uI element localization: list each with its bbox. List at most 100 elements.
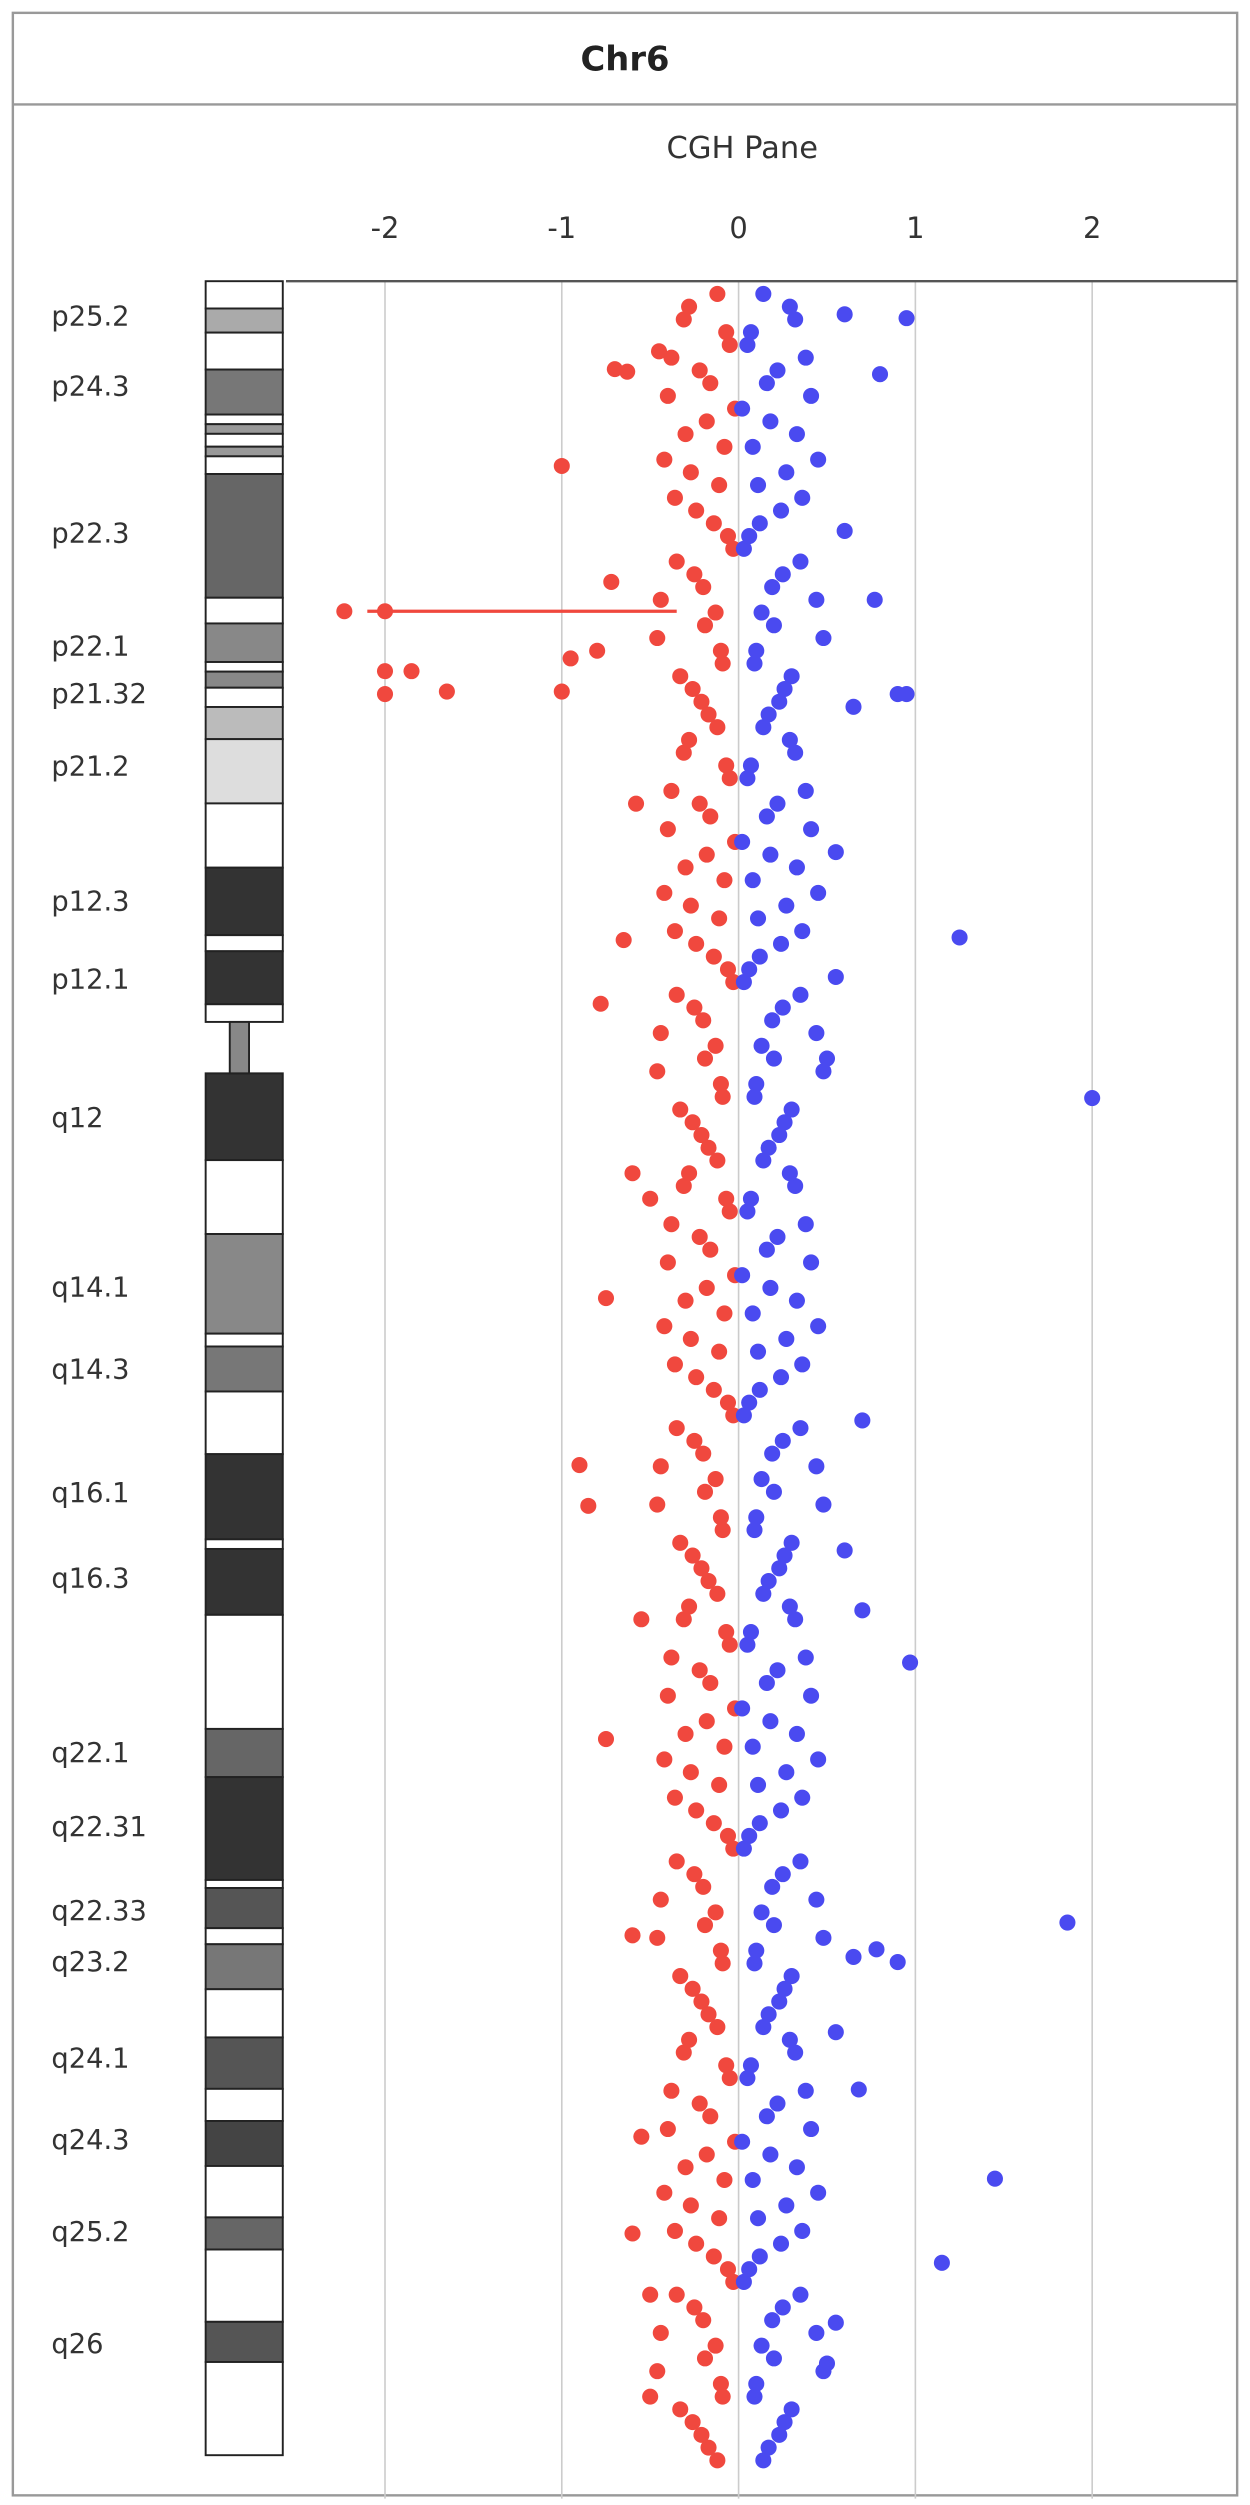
point (787, 1177, 804, 1195)
band-label: q22.31 (51, 1812, 146, 1843)
point (765, 1483, 782, 1500)
point (615, 931, 632, 949)
point (746, 2388, 763, 2405)
point (698, 413, 715, 430)
point (712, 642, 729, 659)
point (695, 1012, 712, 1029)
point (688, 1802, 705, 1819)
point (845, 1948, 862, 1966)
point (712, 1076, 729, 1093)
point (787, 2044, 804, 2061)
point (760, 706, 777, 723)
point (788, 1292, 805, 1309)
point (672, 1534, 689, 1551)
point (603, 573, 620, 590)
point (675, 311, 692, 328)
point (741, 1827, 758, 1844)
point (776, 680, 793, 698)
point (716, 2171, 733, 2189)
point (986, 2170, 1003, 2187)
point (746, 1955, 763, 1972)
point (663, 2082, 680, 2099)
point (707, 1904, 724, 1921)
point (718, 2057, 735, 2074)
point (719, 1827, 737, 1844)
point (776, 1114, 793, 1131)
point (810, 1318, 827, 1335)
chromosome-band (204, 473, 284, 599)
point (688, 1369, 705, 1386)
point (803, 1254, 820, 1271)
point (854, 1412, 871, 1429)
point (686, 999, 703, 1016)
point (933, 2254, 950, 2271)
point (772, 1802, 790, 1819)
point (709, 719, 726, 736)
point (792, 2286, 809, 2303)
chromosome-band (204, 1453, 284, 1541)
point (693, 1993, 710, 2010)
point (787, 744, 804, 761)
point (677, 1292, 694, 1309)
point (682, 1764, 699, 1781)
point (760, 2006, 777, 2023)
point (716, 1305, 733, 1322)
chromosome-band (204, 1776, 284, 1881)
point (695, 1445, 712, 1462)
band-label: q16.1 (51, 1478, 129, 1509)
point (764, 579, 781, 596)
chromosome-band (204, 1072, 284, 1162)
point (668, 1420, 685, 1437)
point (815, 629, 832, 647)
point (652, 1891, 669, 1908)
point (606, 361, 623, 378)
chromosome-band (204, 1332, 284, 1348)
band-label: p24.3 (51, 372, 129, 403)
point (707, 1471, 724, 1488)
point (774, 2299, 791, 2316)
point (700, 2439, 717, 2456)
point (714, 1088, 731, 1105)
point (735, 1840, 752, 1857)
point (668, 986, 685, 1003)
point (769, 362, 786, 379)
point (827, 968, 844, 986)
point (734, 1267, 751, 1284)
point (762, 2146, 779, 2163)
point (675, 1611, 692, 1628)
point (705, 1381, 722, 1398)
chromosome-band (204, 1927, 284, 1946)
chromosome-band (204, 455, 284, 475)
point (709, 2019, 726, 2036)
chromosome-band (204, 423, 284, 435)
point (742, 324, 759, 341)
point (668, 553, 685, 570)
point (762, 413, 779, 430)
point (719, 1394, 737, 1411)
band-label: q22.1 (51, 1738, 129, 1769)
band-label: q22.33 (51, 1896, 146, 1927)
point (753, 1037, 770, 1054)
chromosome-band (204, 1547, 284, 1616)
point (808, 1458, 825, 1475)
point (758, 808, 775, 825)
point (778, 464, 795, 481)
point (403, 663, 420, 680)
point (668, 1853, 685, 1870)
point (836, 306, 853, 323)
point (808, 1891, 825, 1908)
point (760, 1139, 777, 1156)
point (628, 795, 645, 812)
point (787, 1611, 804, 1628)
point (677, 426, 694, 443)
point (666, 2222, 683, 2239)
point (677, 859, 694, 876)
point (781, 2031, 798, 2048)
point (675, 2044, 692, 2061)
point (742, 1623, 759, 1641)
point (797, 782, 814, 799)
point (827, 844, 844, 861)
point (771, 2426, 788, 2443)
point (553, 683, 570, 700)
point (709, 2452, 726, 2469)
